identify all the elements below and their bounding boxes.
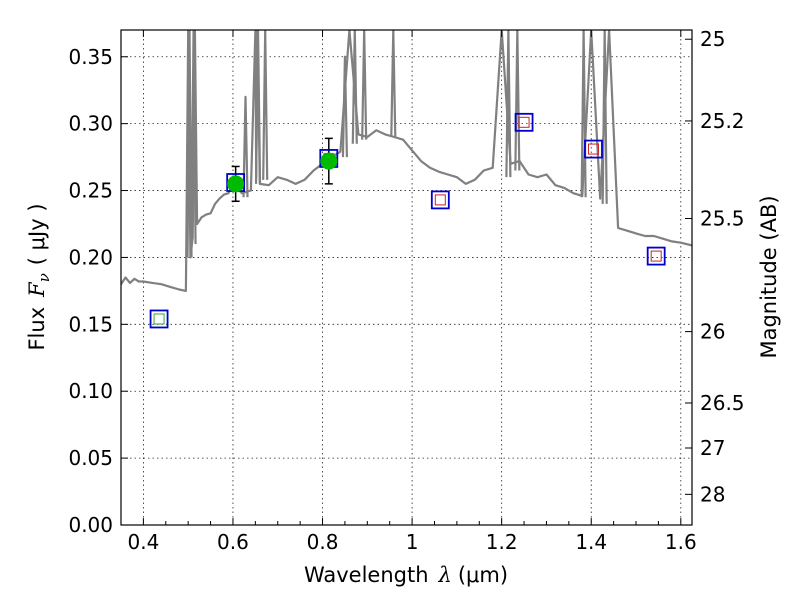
- x-tick-label: 0.4: [127, 530, 159, 554]
- y-axis-title-prefix: Flux: [25, 307, 49, 351]
- plot-frame: [120, 29, 693, 526]
- x-axis-title-prefix: Wavelength: [304, 563, 429, 587]
- x-tick-label: 0.6: [217, 530, 249, 554]
- emission-line-spike: [190, 30, 197, 245]
- y-tick-label: 0.05: [68, 446, 113, 470]
- mag-tick-label: 25: [700, 27, 725, 51]
- model-band-inner-square: [434, 194, 446, 206]
- grid: [121, 30, 692, 526]
- emission-line-spike: [186, 30, 193, 258]
- x-tick-label: 1.2: [486, 530, 518, 554]
- y-tick-label: 0.00: [68, 513, 113, 537]
- x-tick-label: 1.6: [665, 530, 697, 554]
- model-band-square: [584, 139, 603, 159]
- model-band-inner-square: [518, 116, 530, 128]
- x-tick-label: 1: [406, 530, 419, 554]
- mag-tick-label: 25.5: [700, 207, 745, 231]
- model-band-square: [149, 309, 169, 329]
- mag-tick-label: 28: [700, 482, 725, 506]
- emission-line-spike: [505, 30, 512, 178]
- observed-point: [320, 152, 338, 170]
- plot-area: [121, 30, 692, 292]
- y-axis-title-subscript: ν: [35, 273, 53, 282]
- model-band-square: [514, 112, 534, 132]
- y-tick-label: 0.35: [68, 45, 113, 69]
- x-axis-title-unit: (μm): [458, 563, 508, 587]
- y2-axis-title: Magnitude (AB): [757, 195, 781, 358]
- y-axis-title-unit: ( μJy ): [25, 203, 49, 265]
- y-axis-title-symbol: F: [25, 281, 49, 298]
- mag-tick-label: 25.2: [700, 109, 745, 133]
- emission-line-spike: [262, 30, 269, 180]
- emission-line-spike: [351, 30, 358, 144]
- model-band-inner-square: [587, 143, 599, 155]
- x-tick-label: 0.8: [307, 530, 339, 554]
- mag-tick-label: 26: [700, 320, 725, 344]
- y-tick-label: 0.30: [68, 112, 113, 136]
- y-tick-label: 0.15: [68, 312, 113, 336]
- model-band-inner-square: [650, 250, 662, 262]
- y-tick-label: 0.20: [68, 245, 113, 269]
- axes: 0.4 0.6 0.8 1 1.2 1.4 1.6 0.00 0.05 0.10 0.15 0.20 0…: [68, 27, 744, 554]
- model-band-square: [430, 190, 450, 210]
- x-axis-title: Wavelength λ (μm): [304, 563, 508, 587]
- emission-line-spike: [390, 30, 397, 138]
- emission-line-spike: [361, 30, 368, 140]
- emission-line-spike: [341, 55, 349, 158]
- y-axis-title: Flux Fν ( μJy ): [25, 203, 53, 350]
- observed-point: [227, 175, 245, 193]
- mag-tick-label: 26.5: [700, 391, 745, 415]
- emission-line-spike: [254, 30, 262, 184]
- mag-tick-label: 27: [700, 436, 725, 460]
- emission-line-spike: [242, 95, 249, 198]
- emission-line-spike: [601, 30, 608, 204]
- model-band-inner-square: [153, 313, 165, 325]
- y-tick-label: 0.10: [68, 379, 113, 403]
- x-axis-title-symbol: λ: [438, 563, 452, 587]
- markers: [149, 112, 666, 329]
- x-tick-label: 1.4: [575, 530, 607, 554]
- y-tick-label: 0.25: [68, 179, 113, 203]
- model-band-square: [646, 246, 666, 266]
